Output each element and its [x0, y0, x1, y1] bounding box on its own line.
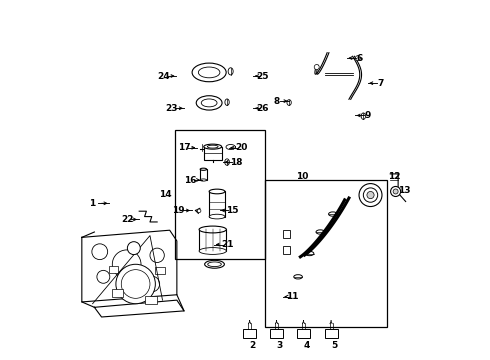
Ellipse shape: [192, 63, 226, 82]
Ellipse shape: [205, 260, 224, 268]
Ellipse shape: [225, 99, 229, 105]
Bar: [200, 169, 207, 180]
Text: 5: 5: [331, 341, 337, 350]
Circle shape: [197, 209, 201, 213]
Ellipse shape: [208, 262, 221, 267]
Text: 3: 3: [277, 341, 283, 350]
Circle shape: [364, 188, 378, 202]
Ellipse shape: [198, 67, 220, 78]
Text: 21: 21: [221, 240, 233, 249]
Ellipse shape: [209, 214, 225, 219]
Bar: [199, 229, 226, 251]
Bar: [324, 329, 338, 338]
Circle shape: [144, 276, 160, 292]
Text: 23: 23: [165, 104, 178, 113]
Text: 10: 10: [296, 172, 309, 181]
Ellipse shape: [201, 99, 217, 107]
Circle shape: [116, 264, 155, 304]
Text: 4: 4: [303, 341, 310, 350]
Text: 19: 19: [172, 206, 185, 215]
Circle shape: [314, 64, 319, 69]
Ellipse shape: [209, 189, 225, 194]
Text: 16: 16: [184, 176, 197, 185]
Ellipse shape: [200, 168, 207, 170]
Text: 20: 20: [235, 143, 247, 152]
Bar: [265, 180, 387, 327]
Bar: [175, 130, 265, 259]
Ellipse shape: [204, 144, 221, 149]
Text: 2: 2: [249, 341, 255, 350]
Ellipse shape: [199, 248, 226, 255]
Polygon shape: [82, 230, 177, 302]
Bar: [145, 296, 157, 304]
Text: 24: 24: [157, 72, 170, 81]
Text: 17: 17: [178, 143, 190, 152]
Text: 15: 15: [226, 206, 239, 215]
Bar: [297, 329, 310, 338]
Circle shape: [122, 270, 150, 298]
Bar: [109, 266, 118, 273]
Text: 14: 14: [159, 190, 171, 199]
Ellipse shape: [225, 159, 229, 165]
Text: 25: 25: [257, 72, 269, 81]
Text: 1: 1: [90, 199, 96, 208]
Ellipse shape: [199, 226, 226, 233]
Ellipse shape: [361, 113, 366, 120]
Circle shape: [355, 55, 361, 60]
Text: 13: 13: [398, 186, 411, 195]
Bar: [283, 246, 290, 254]
Bar: [270, 329, 283, 338]
Bar: [155, 267, 165, 274]
Text: 7: 7: [377, 79, 384, 88]
Ellipse shape: [196, 96, 222, 110]
Bar: [112, 289, 123, 297]
Bar: [204, 147, 221, 160]
Ellipse shape: [207, 145, 218, 148]
Bar: [243, 329, 256, 338]
Circle shape: [393, 189, 398, 194]
Circle shape: [359, 184, 382, 207]
Text: 12: 12: [388, 172, 400, 181]
Ellipse shape: [200, 179, 207, 181]
Text: 18: 18: [230, 158, 242, 167]
Text: 11: 11: [286, 292, 298, 301]
Circle shape: [97, 270, 110, 283]
Circle shape: [127, 242, 140, 255]
Text: 8: 8: [273, 96, 279, 105]
Bar: [283, 230, 290, 238]
Circle shape: [367, 192, 374, 199]
Circle shape: [112, 250, 141, 279]
Circle shape: [150, 248, 164, 262]
Ellipse shape: [287, 100, 291, 105]
Text: 22: 22: [121, 215, 134, 224]
Polygon shape: [95, 300, 184, 317]
Circle shape: [92, 244, 108, 260]
Text: 6: 6: [357, 54, 363, 63]
Circle shape: [391, 186, 401, 197]
Ellipse shape: [228, 68, 233, 75]
Text: 26: 26: [257, 104, 269, 113]
Text: 9: 9: [365, 111, 371, 120]
Bar: [209, 192, 225, 217]
